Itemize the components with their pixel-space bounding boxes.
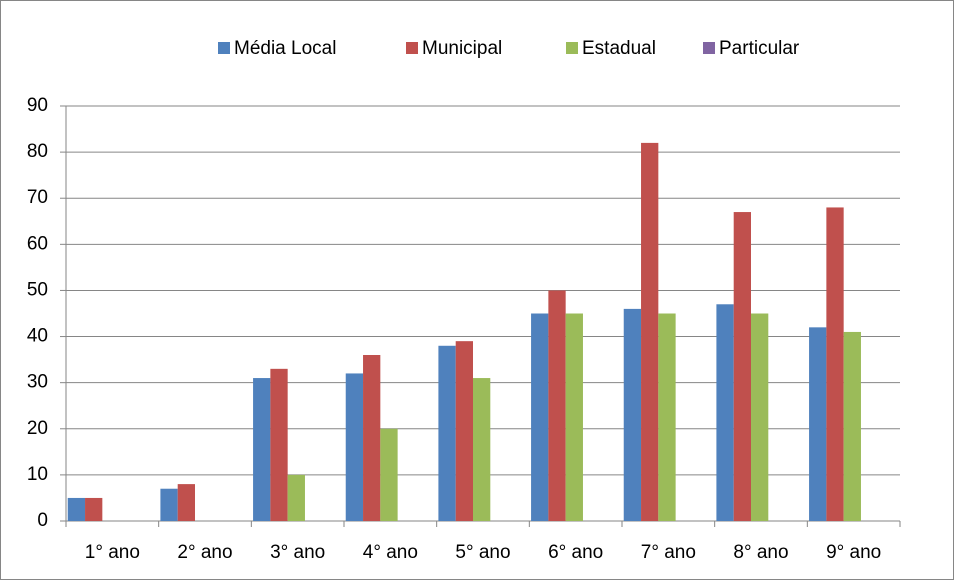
bar <box>826 207 844 521</box>
bar <box>716 304 734 521</box>
y-tick-label: 0 <box>37 510 48 531</box>
bar <box>363 355 381 521</box>
bar <box>380 428 398 521</box>
x-tick-label: 6° ano <box>548 542 603 563</box>
legend-swatch <box>703 42 715 54</box>
bar <box>548 290 566 521</box>
bar <box>843 331 861 521</box>
y-tick-label: 60 <box>27 233 48 254</box>
bar <box>623 308 642 521</box>
legend-label: Municipal <box>422 38 502 59</box>
x-tick-label: 8° ano <box>733 542 788 563</box>
legend-label: Particular <box>719 38 800 59</box>
bar <box>751 313 769 521</box>
y-tick-label: 30 <box>27 372 48 393</box>
legend-swatch <box>406 42 418 54</box>
legend-swatch <box>566 42 578 54</box>
legend-label: Estadual <box>582 38 656 59</box>
x-tick-label: 2° ano <box>177 542 232 563</box>
x-tick-label: 3° ano <box>270 542 325 563</box>
x-tick-label: 4° ano <box>363 542 418 563</box>
x-tick-label: 5° ano <box>455 542 510 563</box>
y-tick-label: 40 <box>27 326 48 347</box>
bar <box>287 474 305 521</box>
y-tick-label: 50 <box>27 279 48 300</box>
legend-label: Média Local <box>234 38 336 59</box>
bar <box>641 142 659 521</box>
bar <box>455 341 473 521</box>
bar <box>565 313 583 521</box>
y-tick-label: 70 <box>27 187 48 208</box>
bar <box>253 378 271 521</box>
bar <box>809 327 827 521</box>
bar <box>345 373 364 521</box>
legend-swatch <box>218 42 230 54</box>
bar <box>177 484 195 521</box>
bar <box>531 313 549 521</box>
bar <box>473 378 491 521</box>
x-tick-label: 7° ano <box>641 542 696 563</box>
bar <box>438 345 456 521</box>
y-tick-label: 10 <box>27 464 48 485</box>
bar <box>733 212 751 522</box>
y-tick-label: 80 <box>27 141 48 162</box>
bar <box>160 488 178 521</box>
x-tick-label: 1° ano <box>85 542 140 563</box>
y-tick-label: 20 <box>27 418 48 439</box>
x-tick-label: 9° ano <box>826 542 881 563</box>
bar <box>67 497 86 521</box>
bar <box>658 313 676 521</box>
bar <box>85 497 103 521</box>
y-tick-label: 90 <box>27 95 48 116</box>
bar <box>270 368 288 521</box>
